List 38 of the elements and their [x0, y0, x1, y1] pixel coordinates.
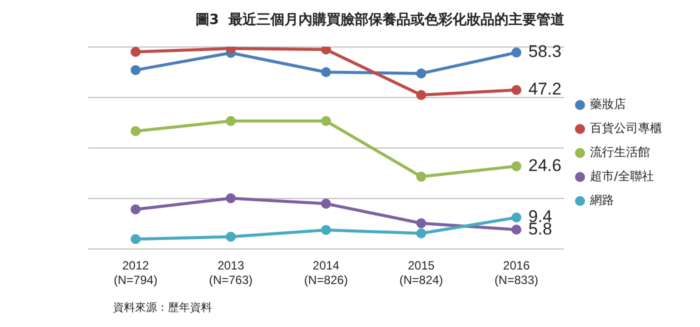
legend-label: 百貨公司專櫃 [590, 121, 662, 136]
point [321, 198, 331, 209]
legend-label: 藥妝店 [590, 97, 626, 112]
point [416, 172, 426, 182]
point [130, 126, 141, 136]
point [416, 218, 426, 228]
point [321, 116, 331, 126]
point [321, 224, 331, 235]
point [511, 212, 522, 222]
point [511, 161, 522, 172]
point [226, 232, 236, 242]
x-tick-label: 2012 (N=794) [114, 258, 158, 288]
x-tick-label: 2015 (N=824) [399, 258, 444, 288]
point [226, 193, 236, 204]
x-tick-label: 2016 (N=833) [494, 258, 538, 288]
point [130, 204, 141, 214]
chart-title: 圖3 最近三個月內購買臉部保養品或色彩化妝品的主要管道 [195, 11, 566, 28]
point [511, 84, 522, 95]
point [416, 68, 426, 78]
point [321, 46, 331, 54]
point [416, 90, 426, 100]
data-label: 24.6 [528, 156, 562, 175]
legend-label: 流行生活館 [590, 145, 650, 160]
x-tick-label: 2013 (N=763) [208, 258, 253, 288]
source-note: 資料來源：歷年資料 [112, 300, 213, 315]
point [511, 48, 522, 58]
point [130, 46, 141, 57]
x-tick-label: 2014 (N=826) [304, 258, 348, 288]
legend-label: 網路 [589, 193, 614, 208]
point [130, 65, 141, 76]
data-label: 47.2 [528, 80, 562, 99]
data-label: 58.3 [528, 42, 562, 62]
point [511, 224, 522, 235]
point [416, 228, 426, 238]
point [226, 116, 236, 126]
point [321, 67, 331, 78]
point [130, 234, 141, 244]
legend-label: 超市/全聯社 [590, 169, 654, 184]
